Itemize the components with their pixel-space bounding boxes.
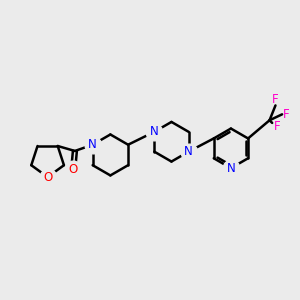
Text: O: O: [43, 171, 52, 184]
Text: F: F: [283, 108, 290, 121]
Text: N: N: [88, 138, 97, 151]
Text: N: N: [150, 125, 159, 138]
Text: F: F: [274, 120, 281, 134]
Text: N: N: [226, 162, 235, 175]
Text: F: F: [272, 93, 279, 106]
Text: O: O: [69, 163, 78, 176]
Text: N: N: [184, 145, 193, 158]
